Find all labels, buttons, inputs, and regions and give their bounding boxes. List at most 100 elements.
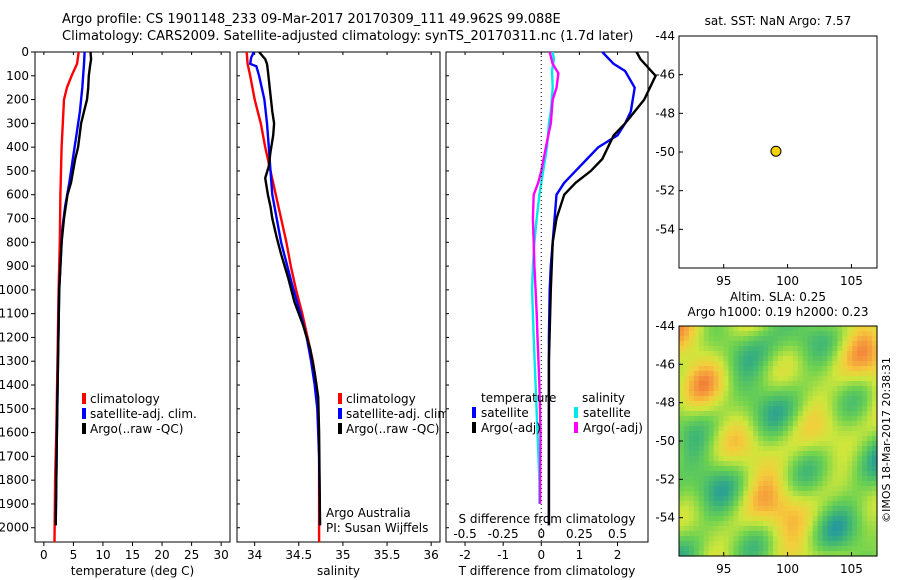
heatmap-cell	[782, 391, 789, 397]
heatmap-cell	[763, 511, 769, 517]
heatmap-cell	[812, 441, 819, 447]
heatmap-cell	[679, 536, 685, 542]
heatmap-cell	[738, 401, 744, 407]
heatmap-cell	[743, 341, 749, 347]
heatmap-cell	[743, 471, 749, 477]
heatmap-cell	[852, 391, 858, 397]
heatmap-cell	[693, 371, 700, 377]
heatmap-cell	[832, 491, 838, 497]
heatmap-cell	[837, 526, 843, 532]
heatmap-cell	[738, 326, 744, 332]
heatmap-cell	[827, 441, 834, 447]
heatmap-cell	[797, 326, 804, 332]
heatmap-cell	[847, 406, 853, 412]
heatmap-cell	[842, 536, 848, 542]
heatmap-cell	[753, 356, 759, 362]
heatmap-cell	[679, 491, 685, 497]
heatmap-cell	[872, 341, 878, 347]
heatmap-cell	[827, 421, 834, 427]
heatmap-cell	[733, 516, 739, 522]
heatmap-cell	[778, 346, 784, 352]
heatmap-cell	[753, 456, 759, 462]
heatmap-cell	[802, 461, 809, 467]
heatmap-cell	[679, 431, 685, 437]
heatmap-cell	[748, 456, 754, 462]
heatmap-cell	[862, 456, 868, 462]
heatmap-cell	[733, 541, 739, 547]
heatmap-cell	[807, 441, 814, 447]
heatmap-cell	[807, 521, 814, 527]
heatmap-cell	[758, 351, 764, 357]
heatmap-cell	[748, 501, 754, 507]
heatmap-cell	[817, 456, 824, 462]
heatmap-cell	[862, 486, 868, 492]
heatmap-cell	[827, 511, 834, 517]
heatmap-cell	[847, 356, 853, 362]
heatmap-cell	[708, 481, 715, 487]
heatmap-cell	[842, 476, 848, 482]
heatmap-cell	[832, 476, 838, 482]
heatmap-cell	[683, 496, 690, 502]
heatmap-cell	[782, 356, 789, 362]
heatmap-cell	[862, 421, 868, 427]
heatmap-cell	[718, 376, 725, 382]
heatmap-cell	[817, 391, 824, 397]
heatmap-cell	[802, 406, 809, 412]
heatmap-cell	[797, 451, 804, 457]
heatmap-cell	[812, 521, 819, 527]
heatmap-cell	[797, 531, 804, 537]
heatmap-cell	[847, 516, 853, 522]
heatmap-cell	[773, 371, 779, 377]
heatmap-cell	[758, 446, 764, 452]
heatmap-cell	[723, 341, 730, 347]
heatmap-cell	[713, 536, 720, 542]
heatmap-cell	[688, 396, 695, 402]
heatmap-cell	[693, 436, 700, 442]
heatmap-cell	[837, 401, 843, 407]
x-tick-label: 25	[184, 548, 199, 562]
heatmap-cell	[758, 536, 764, 542]
heatmap-cell	[748, 526, 754, 532]
heatmap-cell	[852, 456, 858, 462]
heatmap-cell	[688, 506, 695, 512]
heatmap-cell	[787, 371, 794, 377]
heatmap-cell	[847, 411, 853, 417]
heatmap-cell	[852, 331, 858, 337]
heatmap-cell	[688, 471, 695, 477]
heatmap-cell	[718, 351, 725, 357]
heatmap-cell	[872, 456, 878, 462]
legend-swatch-2	[338, 423, 342, 434]
heatmap-cell	[703, 486, 710, 492]
heatmap-cell	[698, 481, 705, 487]
heatmap-cell	[822, 476, 829, 482]
heatmap-cell	[797, 461, 804, 467]
heatmap-cell	[797, 376, 804, 382]
x-axis-label: temperature (deg C)	[71, 564, 194, 578]
heatmap-cell	[728, 391, 735, 397]
heatmap-cell	[698, 371, 705, 377]
heatmap-cell	[797, 546, 804, 552]
heatmap-cell	[718, 501, 725, 507]
heatmap-cell	[832, 481, 838, 487]
heatmap-cell	[802, 376, 809, 382]
heatmap-cell	[857, 461, 863, 467]
heatmap-cell	[857, 336, 863, 342]
heatmap-cell	[847, 386, 853, 392]
heatmap-cell	[718, 531, 725, 537]
heatmap-cell	[792, 486, 799, 492]
heatmap-cell	[847, 441, 853, 447]
heatmap-cell	[827, 541, 834, 547]
heatmap-cell	[683, 521, 690, 527]
heatmap-cell	[723, 406, 730, 412]
heatmap-cell	[822, 456, 829, 462]
heatmap-cell	[807, 461, 814, 467]
heatmap-cell	[708, 531, 715, 537]
heatmap-cell	[862, 346, 868, 352]
x-tick-label: 105	[840, 562, 863, 576]
heatmap-cell	[778, 456, 784, 462]
heatmap-cell	[738, 456, 744, 462]
heatmap-cell	[872, 541, 878, 547]
heatmap-cell	[763, 346, 769, 352]
heatmap-cell	[867, 426, 873, 432]
